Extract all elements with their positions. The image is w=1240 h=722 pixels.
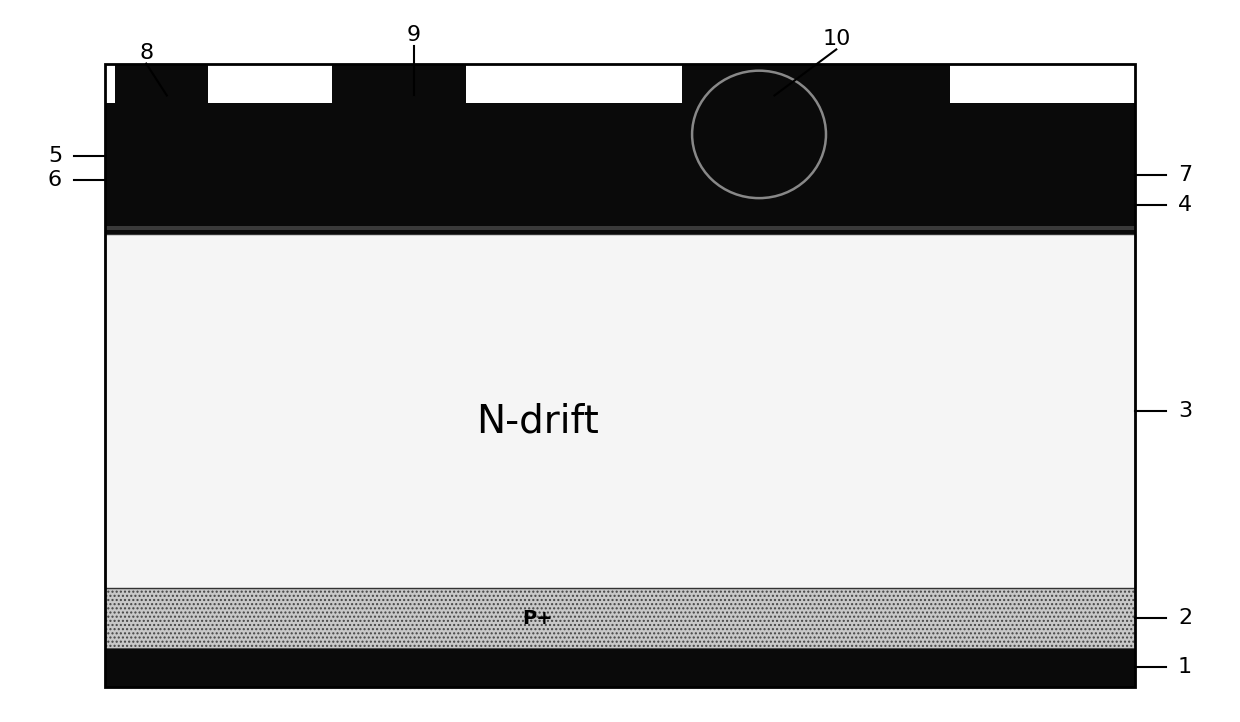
Bar	[331, 64, 465, 103]
Text: P+: P+	[522, 609, 553, 627]
Text: 3: 3	[1178, 401, 1192, 421]
Bar	[115, 64, 208, 103]
Text: 6: 6	[48, 170, 62, 191]
Text: 8: 8	[139, 43, 154, 63]
Text: 4: 4	[1178, 195, 1192, 215]
Bar	[105, 648, 1135, 687]
Text: 7: 7	[1178, 165, 1192, 185]
Bar	[682, 64, 950, 103]
Text: 9: 9	[407, 25, 422, 45]
Bar	[105, 233, 1135, 588]
Text: 10: 10	[822, 29, 851, 49]
Text: 5: 5	[48, 146, 62, 165]
Bar	[105, 64, 1135, 687]
Bar	[105, 588, 1135, 648]
Bar	[105, 103, 1135, 233]
Text: 1: 1	[1178, 657, 1192, 677]
Bar	[105, 226, 1135, 230]
Text: 2: 2	[1178, 608, 1192, 628]
Text: N-drift: N-drift	[476, 402, 599, 440]
